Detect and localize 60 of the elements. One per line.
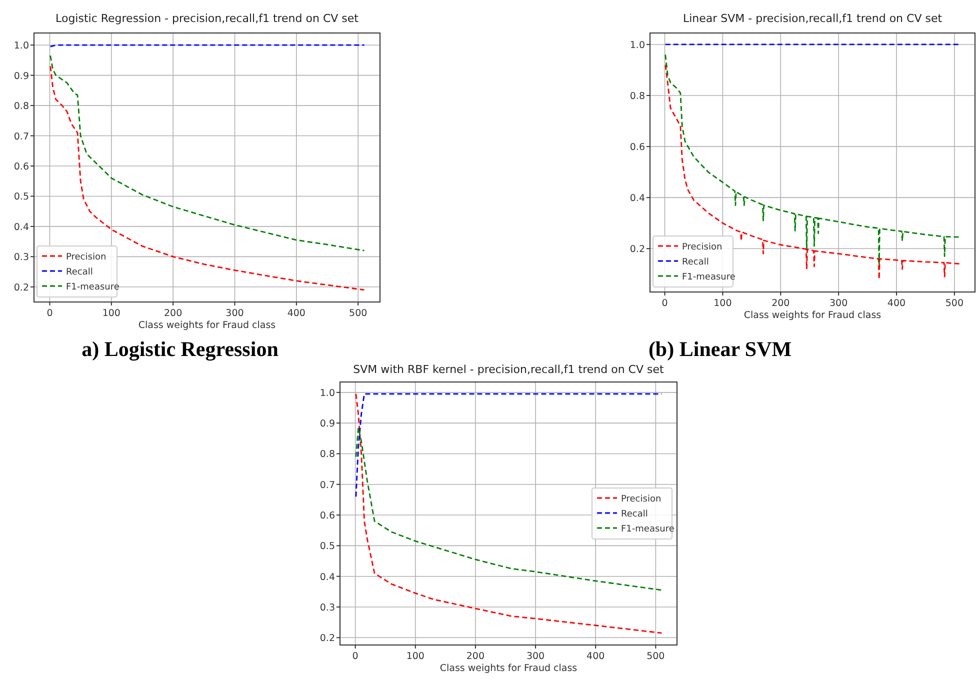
legend-label: Precision [621, 494, 662, 504]
x-tick-label: 0 [662, 298, 668, 309]
legend-label: F1-measure [621, 524, 675, 534]
y-tick-label: 0.9 [14, 70, 29, 82]
legend-label: F1-measure [66, 282, 120, 292]
y-tick-label: 0.6 [14, 161, 29, 172]
legend-label: Precision [66, 252, 106, 262]
legend-label: Recall [621, 510, 648, 520]
y-tick-label: 0.3 [14, 252, 29, 264]
y-tick-label: 1.0 [14, 40, 29, 52]
y-tick-label: 0.4 [14, 222, 29, 233]
y-tick-label: 0.5 [320, 541, 335, 552]
y-tick-label: 0.6 [630, 142, 645, 154]
y-tick-label: 0.2 [320, 633, 335, 644]
y-tick-label: 0.4 [320, 572, 335, 583]
chart-title: SVM with RBF kernel - precision,recall,f1 trend on CV set [353, 363, 664, 376]
x-tick-label: 200 [164, 308, 182, 319]
x-axis-title: Class weights for Fraud class [744, 310, 882, 321]
x-tick-label: 400 [287, 308, 306, 319]
x-tick-label: 300 [226, 308, 244, 319]
x-tick-label: 0 [46, 308, 53, 319]
text: a) Logistic Regression [82, 337, 279, 361]
x-tick-label: 0 [352, 651, 358, 662]
x-tick-label: 500 [646, 651, 665, 662]
x-tick-label: 100 [102, 308, 120, 319]
y-tick-label: 0.2 [630, 244, 645, 256]
x-tick-label: 200 [466, 651, 485, 662]
chart-title: Linear SVM - precision,recall,f1 trend on CV set [682, 12, 943, 25]
legend-label: F1-measure [682, 272, 736, 282]
x-tick-label: 500 [945, 298, 964, 309]
x-tick-label: 100 [406, 651, 424, 662]
y-tick-label: 0.8 [14, 101, 29, 112]
y-tick-label: 1.0 [320, 388, 335, 399]
y-tick-label: 0.9 [320, 418, 335, 430]
y-tick-label: 0.5 [14, 192, 29, 203]
x-axis-title: Class weights for Fraud class [138, 320, 276, 331]
legend-label: Precision [682, 242, 722, 252]
x-tick-label: 300 [526, 651, 545, 662]
x-tick-label: 200 [772, 298, 790, 309]
y-tick-label: 0.2 [14, 282, 29, 294]
y-tick-label: 0.6 [320, 510, 335, 522]
line-series [50, 66, 365, 291]
y-tick-label: 0.4 [630, 193, 645, 204]
x-tick-label: 100 [714, 298, 732, 309]
y-tick-label: 0.8 [630, 91, 645, 102]
x-tick-label: 400 [586, 651, 605, 662]
y-tick-label: 0.8 [320, 449, 335, 460]
x-tick-label: 400 [887, 298, 906, 309]
y-tick-label: 0.7 [14, 131, 29, 142]
legend-label: Recall [66, 268, 93, 278]
legend-label: Recall [682, 258, 709, 268]
x-tick-label: 500 [349, 308, 368, 319]
x-axis-title: Class weights for Fraud class [440, 663, 578, 674]
y-tick-label: 0.3 [320, 602, 335, 614]
y-tick-label: 0.7 [320, 480, 335, 491]
text: (b) Linear SVM [648, 337, 792, 361]
x-tick-label: 300 [830, 298, 848, 309]
line-series [50, 54, 365, 252]
y-tick-label: 1.0 [630, 40, 645, 51]
chart-title: Logistic Regression - precision,recall,f1 trend on CV set [56, 12, 360, 25]
